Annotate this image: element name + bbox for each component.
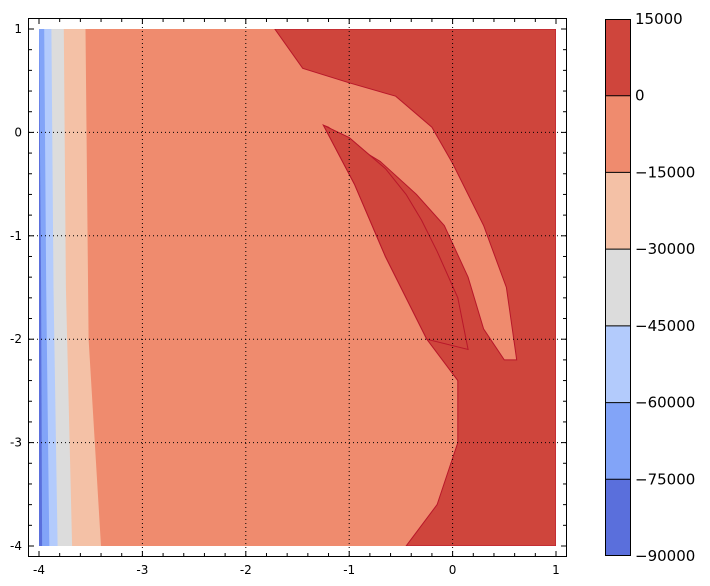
colorbar-label: −30000: [635, 240, 695, 258]
x-tick-labels: -4 -3 -2 -1 0 1: [33, 563, 560, 577]
y-tick-label: -3: [10, 436, 22, 450]
colorbar-label: 0: [635, 87, 645, 105]
colorbar-label: −90000: [635, 547, 695, 565]
y-tick-label: -4: [10, 539, 22, 553]
y-tick-label: 0: [14, 125, 22, 139]
colorbar-swatch-6: [605, 19, 631, 96]
colorbar-label: 15000: [635, 10, 683, 28]
y-tick-label: -1: [10, 229, 22, 243]
y-tick-labels: -4 -3 -2 -1 0 1: [10, 22, 22, 553]
axis-ticks: [29, 19, 566, 556]
grid-lines: [29, 19, 566, 556]
contour-band-4: [39, 29, 43, 546]
x-tick-label: 1: [552, 563, 560, 577]
colorbar: −90000 −75000 −60000 −45000 −30000 −15000 0 150…: [605, 10, 695, 565]
y-tick-label: 1: [14, 22, 22, 36]
contour-region-positive-1: [322, 124, 469, 351]
y-tick-label: -2: [10, 332, 22, 346]
colorbar-swatch-3: [605, 249, 631, 326]
colorbar-swatch-2: [605, 325, 631, 403]
colorbar-swatch-0: [605, 479, 631, 556]
colorbar-label: −15000: [635, 163, 695, 181]
x-tick-label: -3: [136, 563, 148, 577]
colorbar-frame: [605, 19, 631, 556]
colorbar-swatch-5: [605, 95, 631, 173]
colorbar-label: −45000: [635, 317, 695, 335]
colorbar-label: −75000: [635, 470, 695, 488]
plot-frame: [28, 18, 567, 557]
colorbar-swatch-1: [605, 402, 631, 480]
x-tick-label: -4: [33, 563, 45, 577]
colorbar-label: −60000: [635, 394, 695, 412]
x-tick-label: 0: [449, 563, 457, 577]
plot-area: [39, 29, 556, 546]
contour-regions: [39, 29, 556, 546]
x-tick-label: -2: [240, 563, 252, 577]
x-tick-label: -1: [343, 563, 355, 577]
colorbar-swatch-4: [605, 172, 631, 250]
